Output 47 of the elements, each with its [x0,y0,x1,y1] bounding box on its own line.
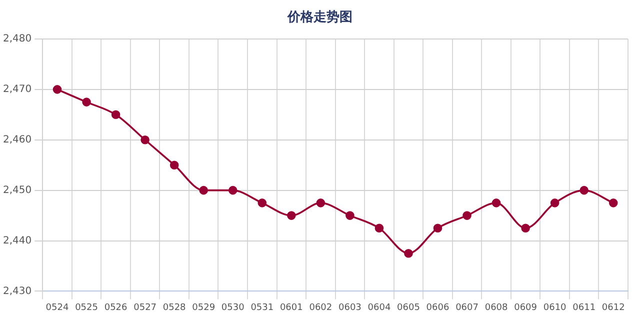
point [433,224,442,233]
x-tick-label: 0606 [426,302,450,313]
point [550,198,560,208]
point [111,110,120,120]
x-tick-label: 0612 [602,302,625,313]
x-tick-label: 0603 [338,302,362,313]
y-tick-label: 2,460 [2,134,32,146]
y-tick-label: 2,470 [2,84,32,96]
point [374,224,384,233]
point [492,198,501,208]
x-tick-label: 0610 [543,302,567,313]
chart-title: 价格走势图 [286,9,354,27]
x-tick-label: 0607 [456,302,478,313]
point [228,186,238,195]
x-tick-label: 0531 [250,302,274,313]
point [462,211,472,220]
y-tick-label: 2,430 [2,286,32,297]
point [404,248,413,258]
x-tick-label: 0604 [368,302,391,313]
x-tick-label: 0611 [572,302,596,313]
point [52,85,62,94]
y-tick-label: 2,440 [2,235,32,246]
x-tick-label: 0524 [46,302,69,313]
x-tick-label: 0530 [221,302,245,313]
x-tick-label: 0525 [75,302,98,313]
x-tick-label: 0529 [192,302,216,313]
x-tick-label: 0528 [162,302,186,313]
point [199,186,208,195]
x-tick-label: 0608 [484,302,508,313]
point [287,211,296,220]
point [608,198,618,208]
point [258,198,267,208]
y-tick-label: 2,450 [2,184,32,196]
point [316,198,326,208]
point [170,160,179,170]
x-tick-label: 0527 [134,302,157,313]
x-tick-label: 0601 [280,302,303,313]
point [346,211,354,220]
point [580,186,588,195]
point [521,224,530,233]
point [140,135,150,144]
x-tick-label: 0609 [514,302,538,313]
point [82,98,91,106]
x-tick-label: 0605 [397,302,420,313]
x-tick-label: 0526 [104,302,128,313]
x-tick-label: 0602 [309,302,332,313]
y-tick-label: 2,480 [2,34,32,45]
